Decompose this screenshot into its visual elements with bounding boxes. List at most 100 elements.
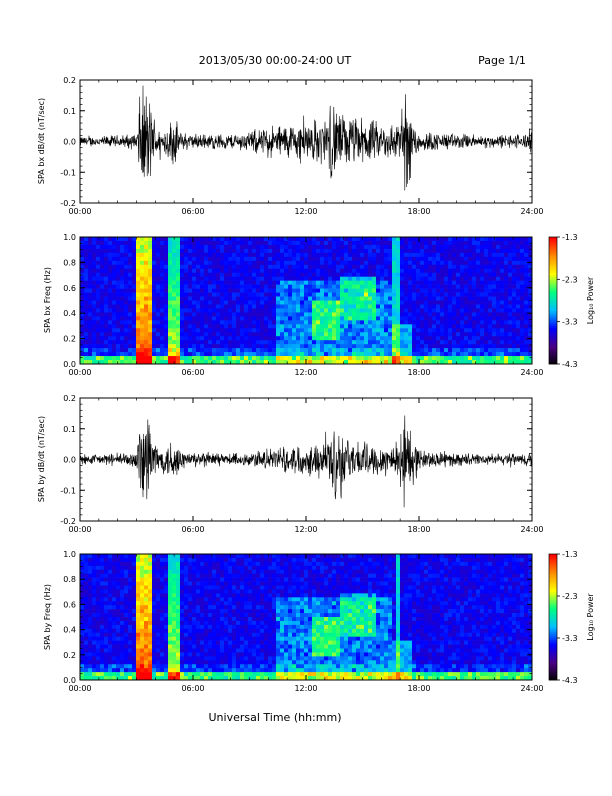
spectrogram-cell [148, 589, 152, 593]
spectrogram-cell [404, 269, 408, 273]
spectrogram-cell [180, 324, 184, 328]
spectrogram-cell [128, 645, 132, 649]
spectrogram-cell [352, 328, 356, 332]
x-tick-label: 00:00 [68, 525, 91, 534]
spectrogram-cell [164, 597, 168, 601]
spectrogram-cell [84, 332, 88, 336]
spectrogram-cell [196, 613, 200, 617]
x-tick-label: 18:00 [407, 207, 430, 216]
spectrogram-cell [484, 308, 488, 312]
spectrogram-cell [116, 253, 120, 257]
spectrogram-cell [236, 261, 240, 265]
spectrogram-cell [132, 649, 136, 653]
spectrogram-cell [180, 629, 184, 633]
spectrogram-cell [256, 352, 260, 356]
spectrogram-cell [140, 668, 144, 672]
spectrogram-cell [476, 356, 480, 360]
spectrogram-cell [184, 336, 188, 340]
spectrogram-cell [480, 241, 484, 245]
spectrogram-cell [496, 245, 500, 249]
spectrogram-cell [452, 285, 456, 289]
spectrogram-cell [144, 586, 148, 590]
spectrogram-cell [92, 241, 96, 245]
spectrogram-cell [464, 241, 468, 245]
spectrogram-cell [232, 301, 236, 305]
spectrogram-cell [276, 253, 280, 257]
spectrogram-cell [152, 637, 156, 641]
spectrogram-cell [148, 645, 152, 649]
spectrogram-cell [444, 340, 448, 344]
spectrogram-cell [348, 356, 352, 360]
spectrogram-cell [172, 253, 176, 257]
spectrogram-cell [92, 582, 96, 586]
spectrogram-cell [168, 293, 172, 297]
spectrogram-cell [400, 312, 404, 316]
spectrogram-cell [212, 344, 216, 348]
spectrogram-cell [164, 637, 168, 641]
spectrogram-cell [164, 609, 168, 613]
spectrogram-cell [136, 281, 140, 285]
spectrogram-cell [412, 356, 416, 360]
spectrogram-cell [332, 352, 336, 356]
spectrogram-cell [180, 574, 184, 578]
spectrogram-cell [324, 293, 328, 297]
spectrogram-cell [136, 297, 140, 301]
spectrogram-cell [176, 605, 180, 609]
spectrogram-cell [444, 293, 448, 297]
spectrogram-cell [468, 328, 472, 332]
spectrogram-cell [192, 617, 196, 621]
spectrogram-cell [308, 348, 312, 352]
spectrogram-cell [452, 261, 456, 265]
spectrogram-cell [144, 265, 148, 269]
spectrogram-cell [388, 304, 392, 308]
spectrogram-cell [220, 320, 224, 324]
spectrogram-cell [480, 324, 484, 328]
spectrogram-cell [424, 253, 428, 257]
spectrogram-cell [104, 637, 108, 641]
spectrogram-cell [100, 558, 104, 562]
spectrogram-cell [188, 332, 192, 336]
spectrogram-cell [508, 348, 512, 352]
spectrogram-cell [260, 304, 264, 308]
spectrogram-cell [332, 269, 336, 273]
spectrogram-cell [188, 316, 192, 320]
spectrogram-cell [120, 582, 124, 586]
spectrogram-cell [80, 637, 84, 641]
spectrogram-cell [384, 257, 388, 261]
spectrogram-cell [84, 605, 88, 609]
spectrogram-cell [100, 668, 104, 672]
spectrogram-cell [388, 245, 392, 249]
spectrogram-cell [180, 609, 184, 613]
spectrogram-cell [124, 554, 128, 558]
spectrogram-cell [204, 237, 208, 241]
spectrogram-cell [280, 269, 284, 273]
spectrogram-cell [188, 253, 192, 257]
spectrogram-cell [476, 257, 480, 261]
spectrogram-cell [312, 356, 316, 360]
spectrogram-cell [344, 328, 348, 332]
spectrogram-cell [144, 656, 148, 660]
spectrogram-cell [432, 277, 436, 281]
spectrogram-cell [104, 340, 108, 344]
spectrogram-cell [500, 328, 504, 332]
spectrogram-cell [84, 344, 88, 348]
spectrogram-cell [248, 261, 252, 265]
spectrogram-cell [172, 652, 176, 656]
spectrogram-cell [472, 301, 476, 305]
spectrogram-cell [196, 566, 200, 570]
spectrogram-cell [332, 281, 336, 285]
spectrogram-cell [404, 253, 408, 257]
spectrogram-cell [188, 237, 192, 241]
spectrogram-cell [244, 356, 248, 360]
spectrogram-cell [508, 265, 512, 269]
spectrogram-cell [328, 332, 332, 336]
spectrogram-cell [212, 316, 216, 320]
spectrogram-cell [240, 332, 244, 336]
spectrogram-cell [132, 237, 136, 241]
spectrogram-cell [176, 356, 180, 360]
spectrogram-cell [452, 253, 456, 257]
spectrogram-cell [348, 320, 352, 324]
spectrogram-cell [384, 285, 388, 289]
spectrogram-cell [116, 320, 120, 324]
spectrogram-cell [328, 265, 332, 269]
